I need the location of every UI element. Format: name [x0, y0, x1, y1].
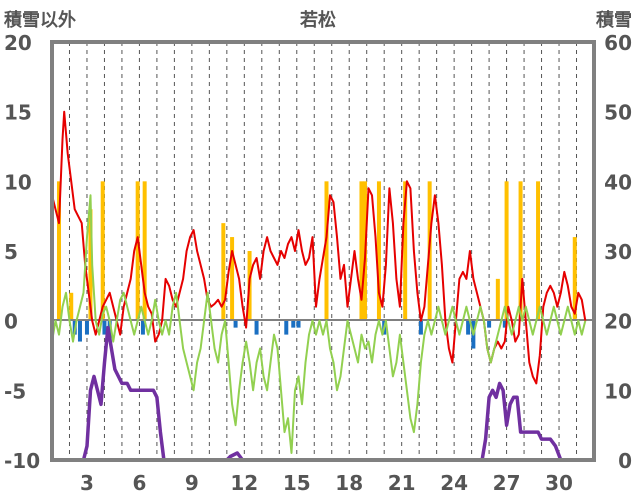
right-y-tick-label: 30	[604, 240, 632, 264]
right-axis-label: 積雪	[595, 9, 632, 31]
series-4-bar	[418, 320, 423, 335]
x-tick-label: 27	[493, 471, 521, 495]
left-y-tick-label: -10	[4, 449, 40, 473]
right-y-tick-label: 10	[604, 379, 632, 403]
series-3-bar	[504, 181, 509, 321]
series-3-bar	[88, 209, 93, 321]
x-tick-label: 18	[335, 471, 363, 495]
series-3-bar	[495, 278, 500, 321]
x-tick-label: 30	[545, 471, 573, 495]
series-3-bar	[56, 181, 61, 321]
right-y-tick-label: 50	[604, 101, 632, 125]
left-y-tick-label: 15	[4, 101, 32, 125]
series-4-bar	[84, 320, 89, 335]
series-4-bar	[102, 320, 107, 335]
series-4-bar	[502, 320, 507, 328]
series-2-line	[52, 325, 586, 462]
plot-frame	[50, 40, 596, 462]
left-y-tick-label: 10	[4, 170, 32, 194]
right-y-tick-label: 0	[618, 449, 632, 473]
right-y-tick-label: 40	[604, 170, 632, 194]
series-4-bar	[487, 320, 492, 328]
x-tick-label: 9	[185, 471, 199, 495]
series-3-bar	[536, 181, 541, 321]
series-1-line	[51, 194, 587, 454]
chart-title: 若松	[299, 9, 336, 31]
x-tick-label: 3	[80, 471, 94, 495]
series-3-bar	[135, 181, 140, 321]
series-4-bar	[254, 320, 259, 335]
series-3-bar	[403, 181, 408, 321]
series-4-bar	[291, 320, 296, 328]
x-tick-label: 21	[388, 471, 416, 495]
bar-layer	[56, 181, 577, 349]
left-y-tick-label: 5	[4, 240, 18, 264]
left-axis-label: 積雪以外	[3, 9, 76, 31]
series-3-bar	[359, 181, 364, 321]
series-3-bar	[376, 181, 381, 321]
x-tick-label: 6	[132, 471, 146, 495]
series-4-bar	[233, 320, 238, 328]
series-4-bar	[284, 320, 289, 335]
x-tick-label: 15	[283, 471, 311, 495]
series-3-bar	[324, 181, 329, 321]
series-3-bar	[572, 237, 577, 321]
series-3-bar	[221, 223, 226, 321]
series-4-bar	[466, 320, 471, 335]
series-3-bar	[100, 181, 105, 321]
series-4-bar	[77, 320, 82, 342]
left-y-tick-label: 20	[4, 31, 32, 55]
x-tick-label: 24	[440, 471, 468, 495]
series-4-bar	[140, 320, 145, 335]
right-y-tick-label: 20	[604, 310, 632, 334]
series-3-bar	[69, 292, 74, 321]
right-y-tick-label: 60	[604, 31, 632, 55]
series-3-bar	[230, 237, 235, 321]
series-4-bar	[296, 320, 301, 328]
series-3-bar	[142, 181, 147, 321]
left-y-tick-label: -5	[4, 379, 26, 403]
x-tick-label: 12	[230, 471, 258, 495]
series-3-bar	[518, 181, 523, 321]
left-y-tick-label: 0	[4, 310, 18, 334]
